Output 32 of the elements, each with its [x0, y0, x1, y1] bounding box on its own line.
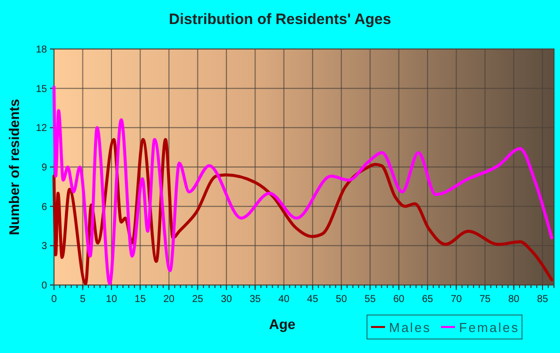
y-axis-title: Number of residents — [6, 98, 22, 236]
x-tick-label: 25 — [192, 294, 204, 305]
x-tick-label: 85 — [536, 294, 549, 305]
y-tick-label: 0 — [41, 280, 48, 292]
line-series — [52, 138, 554, 286]
x-tick-label: 20 — [163, 294, 175, 305]
legend-label: Females — [459, 320, 520, 335]
y-tick-label: 12 — [36, 123, 48, 134]
x-tick-label: 0 — [51, 294, 58, 305]
x-tick-label: 35 — [250, 294, 262, 305]
x-tick-label: 10 — [106, 294, 118, 305]
x-tick-label: 75 — [479, 294, 492, 305]
y-tick-label: 15 — [36, 84, 48, 95]
line-series — [52, 86, 554, 286]
x-tick-label: 45 — [307, 294, 319, 305]
y-tick-label: 9 — [41, 162, 48, 174]
legend-label: Males — [389, 320, 432, 335]
x-axis-title: Age — [269, 316, 296, 332]
x-tick-label: 30 — [220, 294, 232, 305]
y-tick-label: 18 — [36, 44, 48, 56]
x-tick-label: 65 — [422, 294, 434, 305]
chart-title: Distribution of Residents' Ages — [168, 11, 392, 28]
y-tick-label: 6 — [41, 202, 48, 213]
y-tick-label: 3 — [41, 241, 48, 252]
x-tick-label: 40 — [278, 294, 290, 305]
x-tick-label: 50 — [336, 294, 348, 305]
x-tick-label: 60 — [393, 294, 405, 305]
x-tick-label: 70 — [450, 294, 462, 305]
x-tick-label: 15 — [134, 294, 146, 305]
x-tick-label: 55 — [364, 294, 376, 305]
x-tick-label: 5 — [80, 294, 86, 305]
x-tick-label: 80 — [508, 294, 520, 305]
